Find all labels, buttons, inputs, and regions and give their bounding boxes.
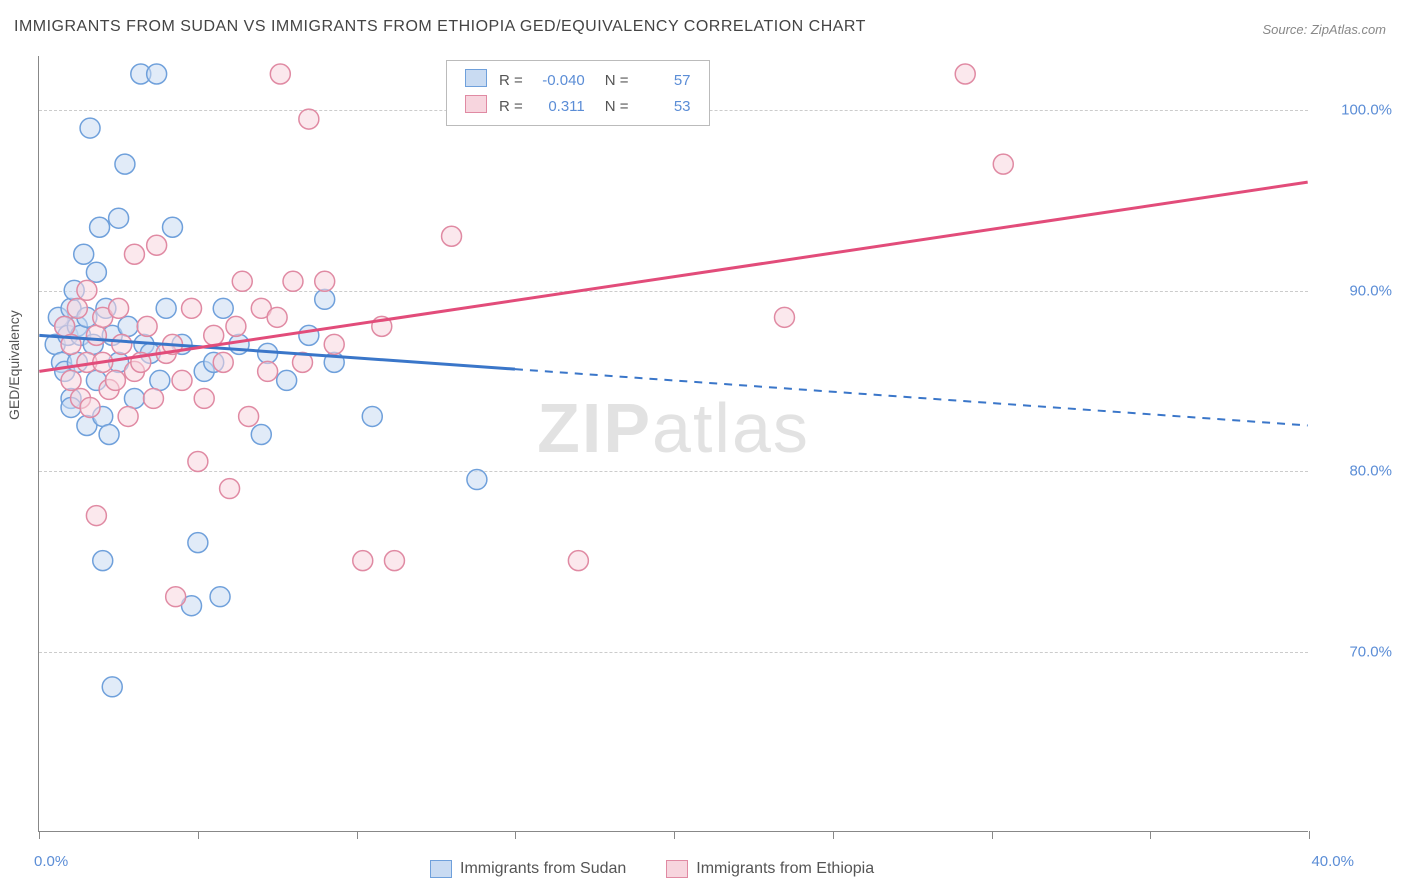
data-point-ethiopia	[67, 298, 87, 318]
data-point-sudan	[362, 406, 382, 426]
data-point-ethiopia	[118, 406, 138, 426]
data-point-ethiopia	[353, 551, 373, 571]
data-point-ethiopia	[226, 316, 246, 336]
regression-extrapolation-sudan	[515, 369, 1308, 425]
y-axis-label: GED/Equivalency	[6, 310, 22, 420]
data-point-ethiopia	[112, 334, 132, 354]
data-point-ethiopia	[993, 154, 1013, 174]
data-point-sudan	[80, 118, 100, 138]
data-point-ethiopia	[86, 325, 106, 345]
data-point-sudan	[251, 425, 271, 445]
data-point-ethiopia	[105, 370, 125, 390]
x-tick	[1150, 831, 1151, 839]
data-point-ethiopia	[204, 325, 224, 345]
y-tick-label: 100.0%	[1322, 102, 1392, 119]
series-legend: Immigrants from Sudan Immigrants from Eth…	[430, 860, 914, 878]
regression-line-ethiopia	[39, 182, 1307, 371]
data-point-ethiopia	[147, 235, 167, 255]
legend-swatch-sudan	[430, 860, 452, 878]
data-point-sudan	[74, 244, 94, 264]
x-tick	[515, 831, 516, 839]
y-tick-label: 80.0%	[1322, 463, 1392, 480]
data-point-ethiopia	[61, 370, 81, 390]
data-point-sudan	[102, 677, 122, 697]
data-point-ethiopia	[568, 551, 588, 571]
legend-row-ethiopia: R =0.311N =53	[459, 93, 697, 119]
data-point-sudan	[299, 325, 319, 345]
plot-area: ZIPatlas 70.0%80.0%90.0%100.0%	[38, 56, 1308, 832]
data-point-sudan	[210, 587, 230, 607]
chart-title: IMMIGRANTS FROM SUDAN VS IMMIGRANTS FROM…	[14, 18, 866, 36]
data-point-ethiopia	[143, 388, 163, 408]
x-tick	[674, 831, 675, 839]
data-point-ethiopia	[258, 361, 278, 381]
data-point-ethiopia	[232, 271, 252, 291]
data-point-ethiopia	[299, 109, 319, 129]
x-axis-max-label: 40.0%	[1311, 853, 1354, 870]
data-point-ethiopia	[109, 298, 129, 318]
data-point-ethiopia	[220, 479, 240, 499]
data-point-ethiopia	[955, 64, 975, 84]
source-attribution: Source: ZipAtlas.com	[1262, 22, 1386, 37]
data-point-sudan	[315, 289, 335, 309]
data-point-sudan	[93, 551, 113, 571]
chart-svg	[39, 56, 1308, 831]
data-point-ethiopia	[270, 64, 290, 84]
data-point-sudan	[86, 262, 106, 282]
data-point-ethiopia	[283, 271, 303, 291]
data-point-ethiopia	[442, 226, 462, 246]
data-point-ethiopia	[267, 307, 287, 327]
correlation-table: R =-0.040N =57R =0.311N =53	[459, 67, 697, 119]
data-point-sudan	[118, 316, 138, 336]
data-point-ethiopia	[384, 551, 404, 571]
x-tick	[992, 831, 993, 839]
data-point-sudan	[163, 217, 183, 237]
x-tick	[198, 831, 199, 839]
data-point-ethiopia	[315, 271, 335, 291]
legend-label: Immigrants from Sudan	[460, 860, 626, 877]
data-point-sudan	[213, 298, 233, 318]
y-tick-label: 70.0%	[1322, 643, 1392, 660]
data-point-ethiopia	[774, 307, 794, 327]
data-point-ethiopia	[86, 506, 106, 526]
x-tick	[39, 831, 40, 839]
data-point-sudan	[156, 298, 176, 318]
data-point-ethiopia	[77, 280, 97, 300]
x-tick	[357, 831, 358, 839]
data-point-ethiopia	[80, 397, 100, 417]
data-point-sudan	[467, 470, 487, 490]
x-tick	[833, 831, 834, 839]
data-point-ethiopia	[188, 452, 208, 472]
data-point-sudan	[150, 370, 170, 390]
data-point-sudan	[99, 425, 119, 445]
data-point-ethiopia	[124, 244, 144, 264]
correlation-legend: R =-0.040N =57R =0.311N =53	[446, 60, 710, 126]
data-point-sudan	[277, 370, 297, 390]
data-point-sudan	[109, 208, 129, 228]
x-tick	[1309, 831, 1310, 839]
legend-swatch-ethiopia	[666, 860, 688, 878]
data-point-sudan	[90, 217, 110, 237]
x-axis-min-label: 0.0%	[34, 853, 68, 870]
data-point-ethiopia	[137, 316, 157, 336]
data-point-sudan	[115, 154, 135, 174]
data-point-ethiopia	[324, 334, 344, 354]
data-point-ethiopia	[172, 370, 192, 390]
y-tick-label: 90.0%	[1322, 282, 1392, 299]
data-point-sudan	[124, 388, 144, 408]
data-point-ethiopia	[182, 298, 202, 318]
data-point-sudan	[188, 533, 208, 553]
data-point-ethiopia	[166, 587, 186, 607]
data-point-sudan	[147, 64, 167, 84]
data-point-ethiopia	[239, 406, 259, 426]
legend-swatch-ethiopia	[465, 95, 487, 113]
legend-swatch-sudan	[465, 69, 487, 87]
legend-row-sudan: R =-0.040N =57	[459, 67, 697, 93]
data-point-ethiopia	[55, 316, 75, 336]
data-point-ethiopia	[194, 388, 214, 408]
legend-item-sudan: Immigrants from Sudan	[430, 860, 626, 878]
data-point-ethiopia	[213, 352, 233, 372]
legend-label: Immigrants from Ethiopia	[696, 860, 874, 877]
legend-item-ethiopia: Immigrants from Ethiopia	[666, 860, 874, 878]
